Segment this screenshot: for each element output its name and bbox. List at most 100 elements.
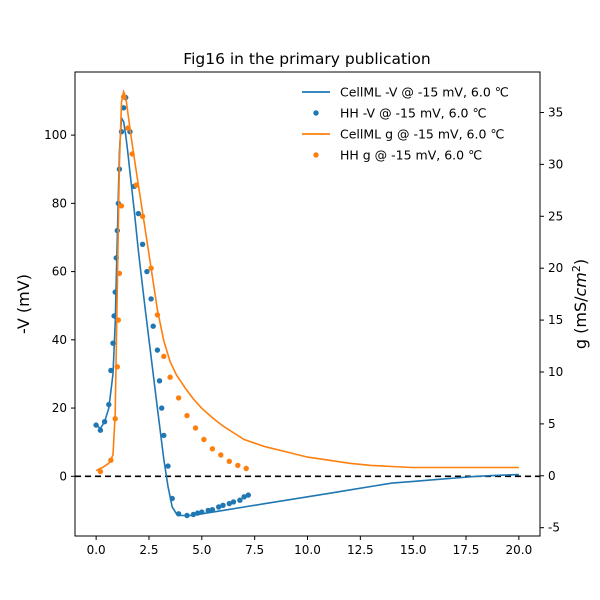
y-right-tick-label: 0 bbox=[548, 469, 556, 483]
y-right-tick-label: 5 bbox=[548, 417, 556, 431]
x-tick-label: 15.0 bbox=[400, 543, 427, 557]
x-tick-label: 0.0 bbox=[87, 543, 106, 557]
series-1-point bbox=[245, 492, 251, 498]
y-left-tick-label: 20 bbox=[52, 401, 67, 415]
series-1-point bbox=[114, 227, 121, 234]
series-3-point bbox=[226, 458, 232, 464]
series-3-point bbox=[139, 213, 146, 219]
series-1-point bbox=[184, 512, 190, 519]
series-1-point bbox=[165, 463, 171, 469]
legend: CellML -V @ -15 mV, 6.0 ℃ HH -V @ -15 mV,… bbox=[302, 85, 509, 163]
legend-label: CellML -V @ -15 mV, 6.0 ℃ bbox=[340, 85, 509, 100]
y-right-tick-label: 10 bbox=[548, 365, 563, 379]
series-1-point bbox=[148, 296, 154, 302]
series-3-point bbox=[161, 353, 167, 360]
y-right-tick-label: 20 bbox=[548, 261, 563, 275]
x-tick-label: 5.0 bbox=[192, 543, 211, 557]
x-tick-label: 20.0 bbox=[506, 543, 533, 557]
y-left-tick-label: 80 bbox=[52, 196, 67, 210]
series-1-point bbox=[108, 367, 114, 374]
y-right-tick-label: 35 bbox=[548, 105, 563, 119]
series-3-point bbox=[209, 446, 216, 452]
y-right-tick-label: -5 bbox=[548, 521, 560, 535]
series-1-point bbox=[226, 500, 232, 507]
series-3-point bbox=[184, 412, 190, 419]
series-3-point bbox=[118, 203, 125, 209]
y-left-tick-label: 40 bbox=[52, 333, 67, 347]
series-3-point bbox=[175, 395, 182, 401]
series-line-2 bbox=[95, 88, 519, 472]
y-left-tick-label: 60 bbox=[52, 265, 67, 279]
series-1-point bbox=[120, 105, 127, 111]
series-3-point bbox=[129, 151, 135, 157]
series-1-point bbox=[175, 511, 182, 517]
series-1-point bbox=[110, 340, 116, 346]
series-1-point bbox=[97, 427, 104, 433]
series-1-point bbox=[150, 323, 156, 329]
series-1-point bbox=[216, 504, 222, 510]
series-3-point bbox=[235, 462, 241, 469]
legend-marker-dot bbox=[313, 152, 319, 158]
series-1-point bbox=[101, 419, 108, 425]
legend-label: HH g @ -15 mV, 6.0 ℃ bbox=[340, 148, 482, 163]
series-3-point bbox=[112, 416, 118, 422]
series-1-point bbox=[220, 502, 226, 508]
y-right-tick-label: 15 bbox=[548, 313, 563, 327]
y-right-tick-label: 25 bbox=[548, 209, 563, 223]
x-axis: 0.0 2.5 5.0 7.5 10.0 12.5 15.0 17.5 20.0 bbox=[87, 536, 533, 557]
series-1-point bbox=[190, 511, 197, 518]
series-3-point bbox=[120, 94, 127, 100]
y-right-tick-label: 30 bbox=[548, 157, 563, 171]
series-1-point bbox=[169, 495, 175, 502]
series-1-point bbox=[154, 347, 161, 353]
series-3-point bbox=[97, 468, 104, 475]
series-3-point bbox=[148, 265, 154, 271]
x-tick-label: 17.5 bbox=[453, 543, 480, 557]
series-1-point bbox=[139, 241, 146, 247]
legend-label: HH -V @ -15 mV, 6.0 ℃ bbox=[340, 106, 487, 121]
series-1-point bbox=[156, 378, 163, 384]
series-3-point bbox=[125, 125, 131, 131]
series-1-point bbox=[161, 432, 167, 439]
x-tick-label: 12.5 bbox=[347, 543, 374, 557]
legend-label: CellML g @ -15 mV, 6.0 ℃ bbox=[340, 127, 504, 142]
series-1-point bbox=[205, 507, 211, 514]
series-1-point bbox=[230, 499, 237, 505]
x-tick-label: 2.5 bbox=[139, 543, 158, 557]
series-1-point bbox=[237, 497, 243, 503]
series-1-point bbox=[159, 405, 165, 411]
series-1-point bbox=[118, 129, 125, 135]
series-3-point bbox=[218, 452, 224, 458]
series-1-point bbox=[144, 268, 150, 275]
chart-title: Fig16 in the primary publication bbox=[183, 50, 430, 68]
series-3-point bbox=[116, 270, 123, 277]
series-3-point bbox=[192, 425, 199, 431]
y-axis-left: 0 20 40 60 80 100 bbox=[44, 128, 75, 483]
series-1-point bbox=[111, 313, 117, 319]
y-left-tick-label: 100 bbox=[44, 128, 67, 142]
x-tick-label: 7.5 bbox=[245, 543, 264, 557]
series-1-point bbox=[93, 422, 99, 428]
x-tick-label: 10.0 bbox=[294, 543, 321, 557]
y-axis-right: -5 0 5 10 15 20 25 30 35 bbox=[540, 105, 563, 535]
series-3-point bbox=[243, 465, 249, 472]
series-1-point bbox=[209, 507, 216, 513]
y-axis-right-label: g (mS/cm2) bbox=[570, 259, 590, 349]
series-3-point bbox=[201, 436, 207, 443]
y-axis-left-label: -V (mV) bbox=[14, 274, 33, 334]
series-3-point bbox=[154, 312, 161, 318]
series-3-point bbox=[108, 457, 114, 463]
series-1-point bbox=[199, 509, 205, 515]
plot-area bbox=[75, 88, 540, 519]
series-1-point bbox=[194, 510, 201, 516]
series-1-point bbox=[135, 210, 142, 217]
series-1-point bbox=[106, 401, 112, 408]
y-left-tick-label: 0 bbox=[59, 469, 67, 483]
series-3-point bbox=[167, 374, 173, 380]
series-3-point bbox=[115, 317, 122, 323]
series-1-point bbox=[241, 494, 247, 500]
legend-marker-dot bbox=[313, 110, 319, 116]
series-3-point bbox=[114, 364, 121, 370]
series-3-point bbox=[133, 182, 139, 188]
